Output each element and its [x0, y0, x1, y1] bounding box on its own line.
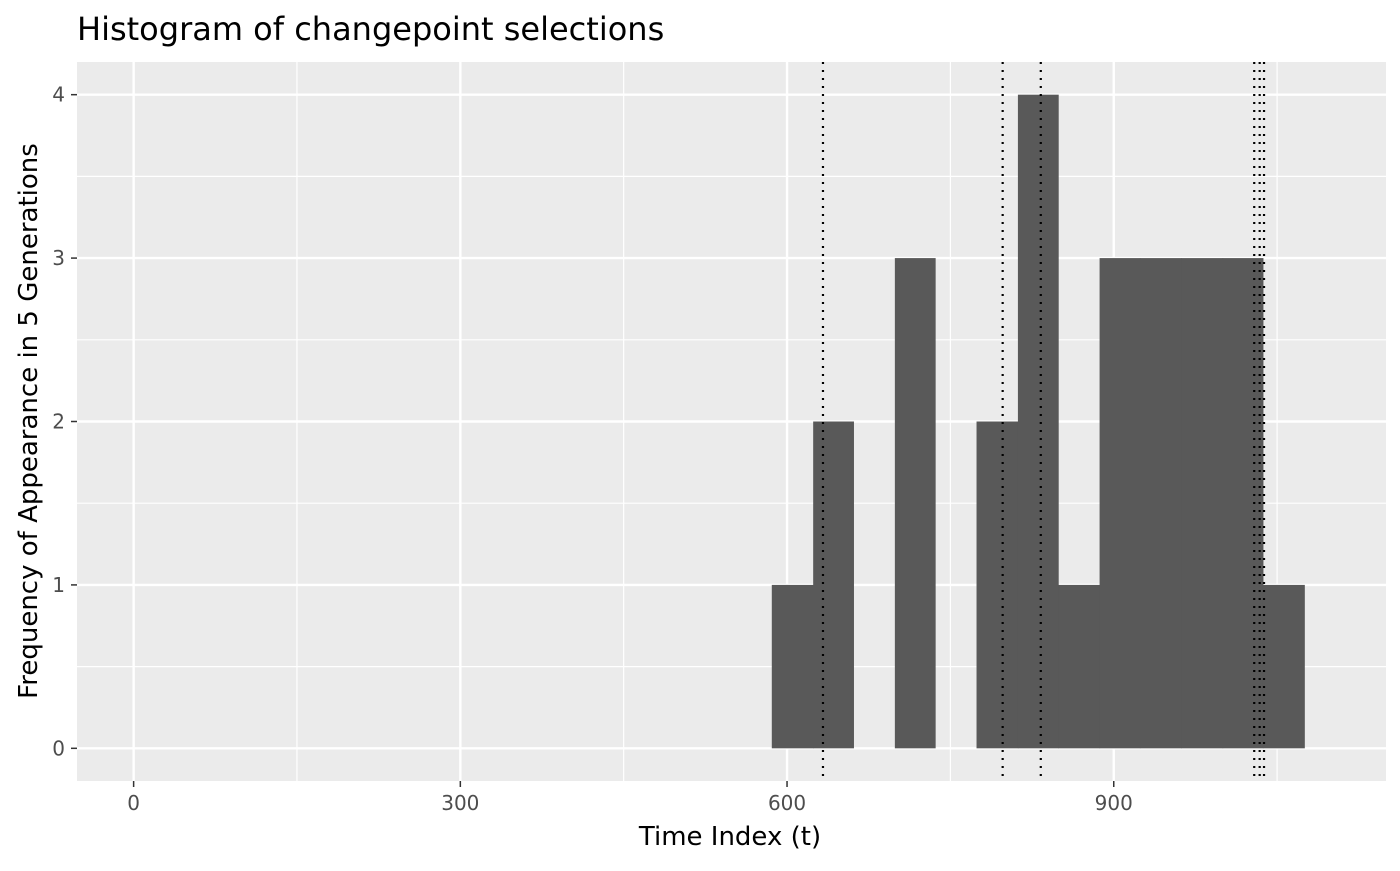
- histogram-bar: [1181, 258, 1224, 749]
- chart-title: Histogram of changepoint selections: [77, 10, 664, 48]
- histogram-bar: [1017, 94, 1059, 749]
- histogram-bars: [771, 94, 1305, 749]
- histogram-bar: [1058, 584, 1101, 749]
- histogram-bar: [1139, 258, 1182, 749]
- histogram-bar: [1099, 258, 1141, 749]
- y-axis-title: Frequency of Appearance in 5 Generations: [14, 143, 44, 699]
- histogram-bar: [976, 421, 1019, 749]
- y-tick-label: 2: [52, 410, 65, 434]
- y-tick-label: 1: [52, 573, 65, 597]
- x-tick-label: 900: [1095, 791, 1133, 815]
- x-axis-title: Time Index (t): [638, 822, 821, 852]
- histogram-bar: [813, 421, 854, 749]
- y-tick-label: 3: [52, 246, 65, 270]
- y-axis: 0 1 2 3 4: [52, 83, 77, 760]
- x-axis: 0 300 600 900: [127, 781, 1133, 815]
- histogram-bar: [771, 584, 814, 749]
- histogram-bar: [1222, 258, 1264, 749]
- x-tick-label: 0: [127, 791, 140, 815]
- x-tick-label: 300: [441, 791, 479, 815]
- y-tick-label: 0: [52, 736, 65, 760]
- x-tick-label: 600: [768, 791, 806, 815]
- y-tick-label: 4: [52, 83, 65, 107]
- histogram-bar: [894, 258, 936, 749]
- histogram-bar: [1262, 584, 1305, 749]
